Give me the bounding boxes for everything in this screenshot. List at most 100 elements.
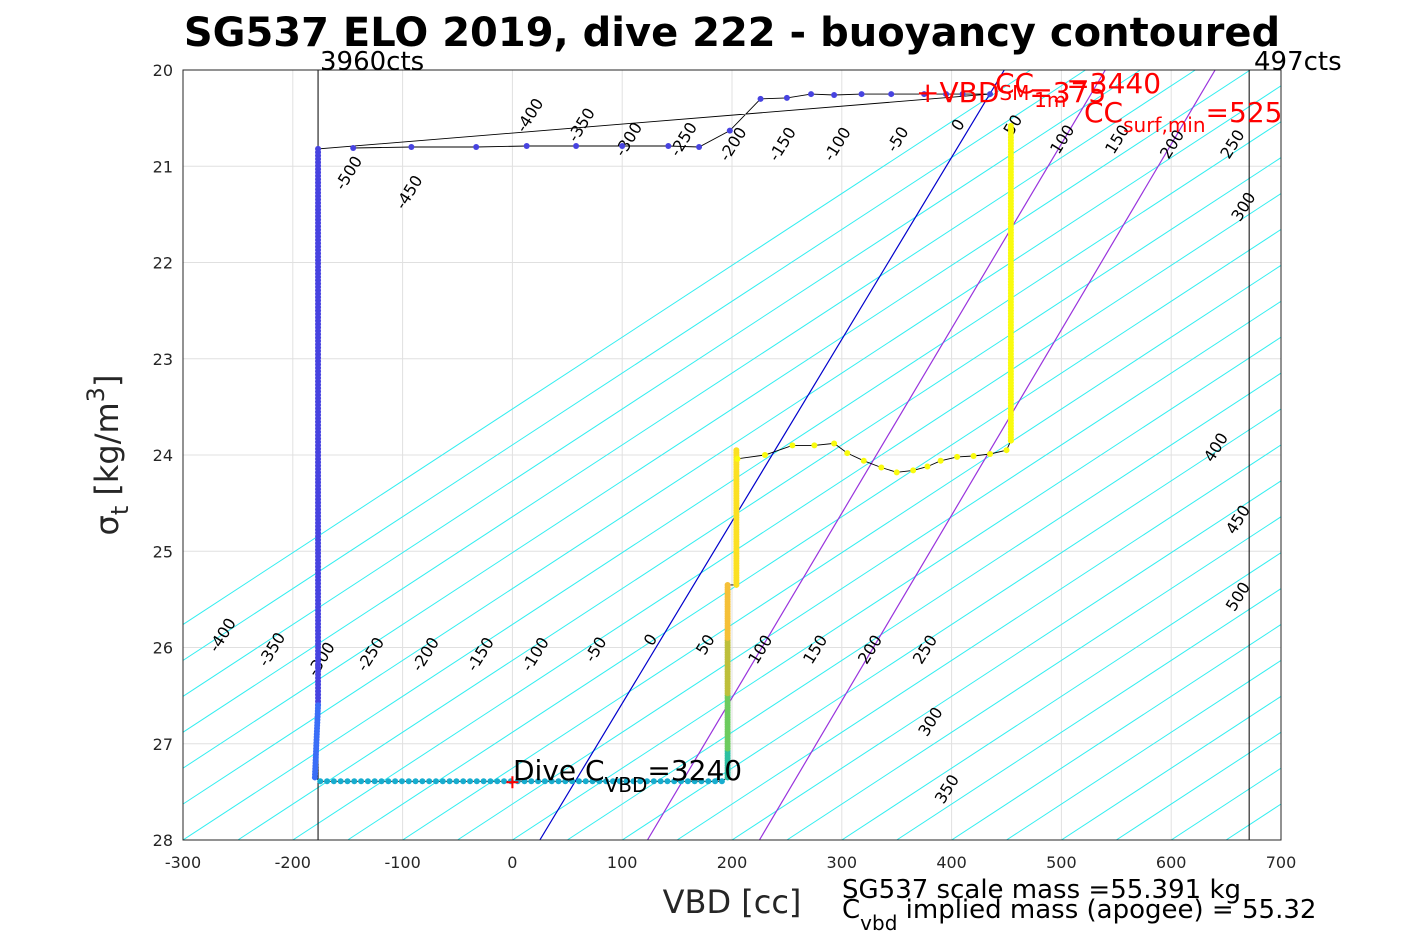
dive-point xyxy=(671,778,678,785)
dive-point xyxy=(548,778,555,785)
dive-point xyxy=(351,778,358,785)
dive-point xyxy=(603,778,610,785)
dive-point xyxy=(405,778,412,785)
contour-line xyxy=(1061,695,1281,840)
dive-point xyxy=(970,452,977,459)
x-tick-label: 500 xyxy=(1046,853,1077,872)
dive-point xyxy=(432,778,439,785)
dive-point xyxy=(350,144,357,151)
contour-line xyxy=(457,300,1281,840)
dive-point xyxy=(665,143,672,150)
y-tick-label: 22 xyxy=(153,254,173,273)
dive-point xyxy=(324,778,331,785)
dive-point xyxy=(696,144,703,150)
dive-point xyxy=(637,778,644,785)
contour-line xyxy=(183,70,1086,662)
dive-cvbd-label: Dive C xyxy=(513,754,605,787)
dive-point xyxy=(657,778,664,785)
x-tick-label: 600 xyxy=(1156,853,1187,872)
dive-point xyxy=(698,778,705,785)
contour-line xyxy=(183,85,1281,805)
dive-point xyxy=(609,778,616,785)
x-tick-label: 0 xyxy=(507,853,517,872)
dive-point xyxy=(878,464,885,471)
x-tick-label: 300 xyxy=(827,853,858,872)
annotation-vbd-sm: +VBDSM=375 xyxy=(916,76,1106,109)
dive-point xyxy=(954,453,961,460)
cvbd-subscript: vbd xyxy=(860,911,897,935)
contour-line xyxy=(347,228,1281,840)
y-tick-labels: 20 21 22 23 24 25 26 27 28 xyxy=(153,61,173,850)
implied-mass-note: Cvbd implied mass (apogee) = 55.32 xyxy=(842,895,1316,935)
dive-point xyxy=(844,450,851,457)
dive-point xyxy=(616,778,623,785)
svg-text:CCsurf,min=525: CCsurf,min=525 xyxy=(1084,96,1282,137)
dive-point xyxy=(987,451,994,458)
contour-line xyxy=(841,552,1281,840)
y-tick-label: 28 xyxy=(153,831,173,850)
dive-point xyxy=(808,91,815,98)
dive-point xyxy=(678,778,685,785)
y-tick-label: 27 xyxy=(153,735,173,754)
x-tick-label: 400 xyxy=(936,853,967,872)
dive-point xyxy=(789,442,796,449)
right-counts-label: 497cts xyxy=(1254,47,1342,77)
dive-point xyxy=(446,778,453,785)
dive-point xyxy=(1007,122,1014,129)
dive-points xyxy=(311,91,1014,789)
dive-point xyxy=(724,581,731,588)
contour-line xyxy=(237,157,1281,840)
dive-point xyxy=(467,778,474,785)
dive-point xyxy=(619,143,626,150)
dive-point xyxy=(555,778,562,785)
x-tick-label: -300 xyxy=(165,853,201,872)
annotation-cc-1m: CC1m=3440 xyxy=(995,67,1161,112)
dive-point xyxy=(426,778,433,785)
contour-line xyxy=(951,623,1281,840)
contour-line xyxy=(1006,659,1281,840)
contour-line xyxy=(567,372,1281,840)
x-tick-labels: -300 -200 -100 0 100 200 300 400 500 600 700 xyxy=(165,853,1296,872)
contour-line xyxy=(676,444,1281,840)
dive-point xyxy=(573,143,580,150)
x-axis-label: VBD [cc] xyxy=(663,883,802,921)
dive-point xyxy=(582,778,589,785)
dive-point xyxy=(937,457,944,464)
x-tick-label: -100 xyxy=(384,853,420,872)
y-axis-symbol: σ xyxy=(88,515,126,535)
dive-point xyxy=(712,778,719,785)
implied-mass-text: implied mass (apogee) = 55.32 xyxy=(897,895,1316,925)
dive-cvbd-value: =3240 xyxy=(647,754,742,787)
dive-point xyxy=(1003,447,1010,454)
contour-line xyxy=(896,588,1281,840)
contour-line xyxy=(512,336,1281,840)
y-tick-label: 25 xyxy=(153,542,173,561)
dive-point xyxy=(528,778,535,785)
y-tick-label: 26 xyxy=(153,639,173,658)
dive-point xyxy=(630,778,637,785)
cc-surf-value: =525 xyxy=(1206,96,1283,129)
annotation-cc-surf-min: CCsurf,min=525 xyxy=(1084,96,1282,137)
dive-point xyxy=(408,144,415,150)
y-axis-close: ] xyxy=(88,375,126,387)
dive-point xyxy=(831,92,838,99)
y-axis-superscript: 3 xyxy=(82,387,110,402)
dive-point xyxy=(453,778,460,785)
dive-point xyxy=(419,778,426,785)
dive-point xyxy=(439,778,446,785)
dive-point xyxy=(921,91,928,98)
x-tick-label: -200 xyxy=(275,853,311,872)
contour-line xyxy=(621,408,1281,840)
dive-point xyxy=(473,778,480,785)
dive-point xyxy=(392,778,399,785)
dive-point xyxy=(487,778,494,785)
vbd-value: =375 xyxy=(1029,76,1106,109)
cvbd-label: C xyxy=(842,895,860,925)
dive-point xyxy=(858,91,865,98)
buoyancy-contours xyxy=(183,70,1281,840)
dive-point xyxy=(623,778,630,785)
dive-point xyxy=(535,778,542,785)
dive-point xyxy=(943,91,950,98)
y-axis-subscript: t xyxy=(106,506,134,515)
dive-point xyxy=(311,774,318,781)
